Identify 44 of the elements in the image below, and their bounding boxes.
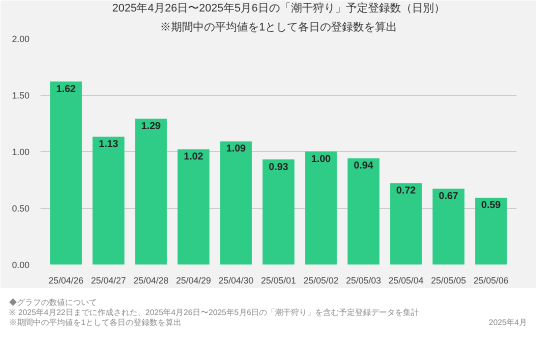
text: 2025年4月 <box>488 318 527 328</box>
bar <box>305 152 337 264</box>
x-tick-label: 25/05/01 <box>260 276 296 286</box>
data-label: 1.62 <box>56 84 76 95</box>
data-label: 1.09 <box>226 144 246 155</box>
data-label: 0.67 <box>438 191 459 202</box>
bar <box>390 183 422 264</box>
bar <box>135 118 167 264</box>
bar <box>178 149 210 264</box>
data-label: 0.94 <box>354 160 374 172</box>
x-tick-label: 25/05/06 <box>473 276 509 286</box>
bar <box>92 136 124 264</box>
bar <box>348 158 380 264</box>
bar <box>50 81 82 264</box>
x-tick-label: 25/05/03 <box>346 276 382 286</box>
x-tick-label: 25/05/04 <box>388 276 424 286</box>
x-tick-label: 25/04/30 <box>218 276 254 286</box>
y-tick-label: 2.00 <box>12 34 30 44</box>
data-label: 1.02 <box>184 152 204 163</box>
text: ※期間中の平均値を1として各日の登録数を算出 <box>9 318 182 327</box>
chart-subtitle: ※期間中の平均値を1として各日の登録数を算出 <box>160 20 398 34</box>
chart-title: 2025年4月26日〜2025年5月6日の「潮干狩り」予定登録数（日別） <box>112 2 445 14</box>
x-tick-label: 25/04/29 <box>176 276 212 286</box>
x-tick-label: 25/05/02 <box>303 276 339 286</box>
data-label: 1.13 <box>98 139 119 150</box>
data-label: 0.72 <box>396 186 416 197</box>
data-label: 0.59 <box>481 200 502 212</box>
x-tick-label: 25/05/05 <box>430 276 466 286</box>
data-label: 1.00 <box>311 154 332 165</box>
y-tick-label: 1.00 <box>12 147 30 157</box>
text: ※ 2025年4月22日までに作成された、2025年4月26日〜2025年5月6日の「潮干狩り」を含む予定登録データを集計 <box>9 308 420 317</box>
bar <box>475 198 507 264</box>
x-tick-label: 25/04/28 <box>133 276 169 286</box>
data-label: 0.93 <box>268 162 289 173</box>
y-tick-label: 0.50 <box>12 204 30 214</box>
y-tick-label: 0.00 <box>12 260 30 270</box>
text: ◆グラフの数値について <box>9 298 97 307</box>
x-tick-label: 25/04/27 <box>90 276 126 286</box>
y-tick-label: 1.50 <box>12 90 30 100</box>
bar <box>262 159 294 264</box>
x-tick-label: 25/04/26 <box>48 276 84 286</box>
bar <box>220 141 252 264</box>
data-label: 1.29 <box>141 121 162 132</box>
bar <box>432 188 464 264</box>
